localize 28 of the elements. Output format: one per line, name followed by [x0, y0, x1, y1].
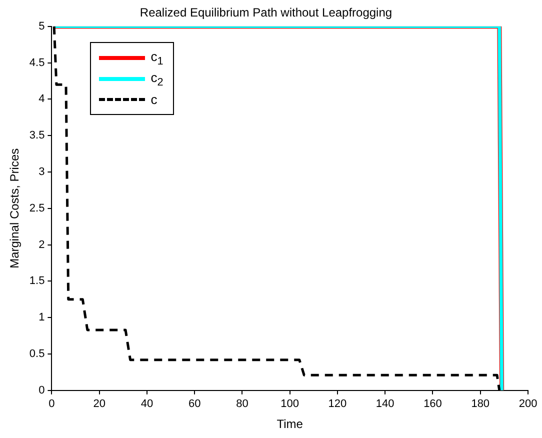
legend-label: c	[150, 92, 158, 108]
chart-title: Realized Equilibrium Path without Leapfrogging	[140, 6, 392, 20]
y-tick-label: 4	[38, 93, 45, 106]
y-tick-label: 0	[38, 384, 45, 396]
y-tick-label: 1.5	[29, 275, 45, 288]
y-tick-label: 3.5	[29, 130, 45, 142]
y-tick-label: 2	[38, 238, 45, 251]
x-tick-label: 40	[140, 398, 154, 410]
y-tick-label: 0.5	[29, 348, 45, 360]
legend-label: c$_{1}$	[150, 48, 164, 68]
y-tick-label: 1	[38, 312, 45, 324]
y-tick-label: 4.5	[29, 56, 45, 69]
x-tick-label: 200	[518, 398, 538, 410]
y-tick-label: 5	[38, 20, 45, 32]
legend-label: c$_{2}$	[150, 70, 164, 88]
x-tick-label: 180	[471, 398, 490, 410]
x-tick-label: 0	[48, 398, 55, 410]
x-tick-label: 100	[280, 398, 300, 410]
x-tick-label: 60	[188, 398, 201, 410]
x-axis-title: Time	[276, 417, 304, 432]
y-tick-label: 3	[38, 166, 45, 178]
y-tick-label: 2.5	[29, 202, 45, 214]
x-tick-label: 160	[424, 398, 442, 410]
y-axis-title: Marginal Costs, Prices	[8, 148, 22, 268]
x-tick-label: 80	[236, 398, 248, 410]
x-tick-label: 20	[93, 398, 106, 410]
x-tick-label: 120	[328, 398, 347, 410]
x-tick-label: 140	[376, 398, 394, 410]
